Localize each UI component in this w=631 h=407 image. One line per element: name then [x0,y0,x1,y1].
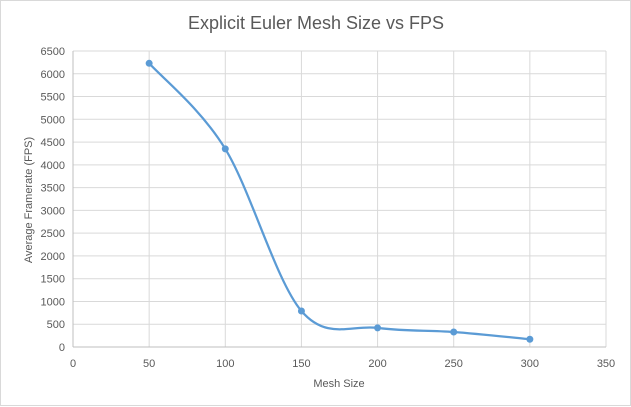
y-tick-label: 3500 [41,183,65,195]
y-tick-label: 3000 [41,205,65,217]
y-tick-label: 2500 [41,228,65,240]
axes [72,51,606,348]
x-tick-label: 50 [143,358,155,370]
y-tick-label: 1500 [41,274,65,286]
data-point [450,328,458,336]
x-tick-label: 200 [368,358,386,370]
x-tick-label: 150 [292,358,310,370]
y-tick-label: 4500 [41,137,65,149]
tick-labels: 0500100015002000250030003500400045005000… [41,46,616,370]
data-point [526,335,534,343]
gridlines [73,50,607,347]
x-tick-label: 350 [597,358,615,370]
x-tick-label: 100 [216,358,234,370]
chart-title: Explicit Euler Mesh Size vs FPS [188,13,444,33]
data-point [145,59,153,67]
y-tick-label: 500 [47,319,65,331]
y-tick-label: 5000 [41,114,65,126]
y-tick-label: 5500 [41,92,65,104]
y-tick-label: 6500 [41,46,65,58]
y-tick-label: 0 [59,342,65,354]
x-tick-label: 300 [521,358,539,370]
x-tick-label: 250 [445,358,463,370]
y-tick-label: 1000 [41,296,65,308]
y-axis-label: Average Framerate (FPS) [23,137,35,263]
data-point [297,307,305,315]
data-points [145,59,534,343]
data-point [374,324,382,332]
data-point [221,145,229,153]
series-line [148,62,530,341]
x-axis-label: Mesh Size [313,378,364,390]
y-tick-label: 2000 [41,251,65,263]
y-tick-label: 6000 [41,69,65,81]
y-tick-label: 4000 [41,160,65,172]
x-tick-label: 0 [70,358,76,370]
